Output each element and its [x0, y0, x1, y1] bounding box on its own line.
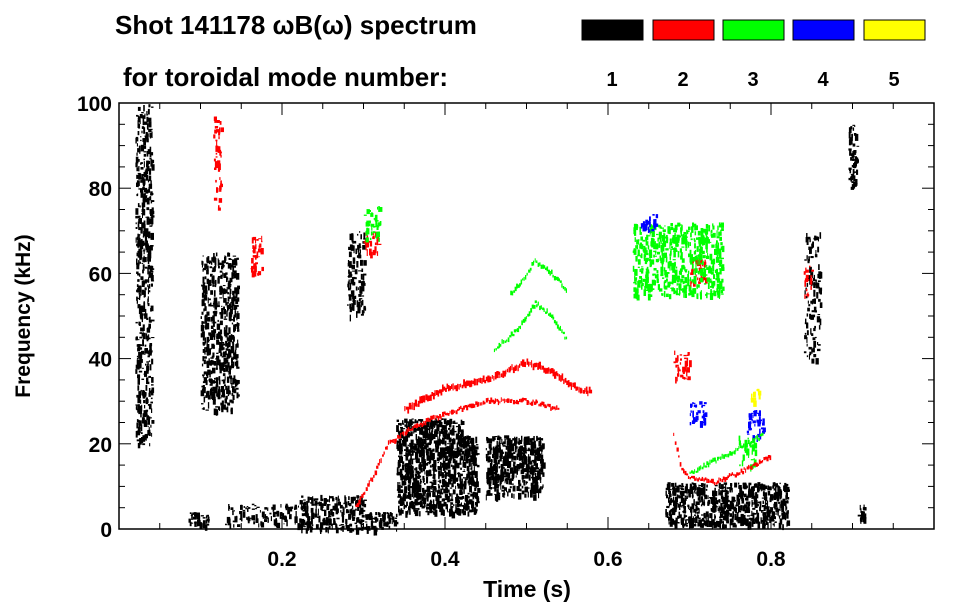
mode-1-region — [200, 252, 240, 416]
mode-3-region — [363, 206, 383, 243]
spectrum-marks — [135, 104, 867, 536]
mode-4-region — [689, 401, 708, 428]
mode-1-region — [188, 512, 210, 531]
legend-label-4: 4 — [817, 69, 829, 91]
mode-1-region — [135, 104, 155, 449]
mode-1-region — [857, 504, 867, 524]
mode-4-region — [746, 410, 766, 442]
legend-label-5: 5 — [888, 69, 899, 91]
mode-1-region — [848, 124, 860, 190]
mode-1-region — [803, 232, 823, 365]
mode-2-track — [355, 397, 560, 508]
legend-swatch-2 — [652, 19, 715, 41]
y-axis-label: Frequency (kHz) — [12, 234, 35, 397]
mode-3-track — [689, 432, 764, 474]
plot-frame — [118, 102, 935, 530]
x-tick-label: 0.4 — [430, 548, 460, 571]
y-tick-label: 20 — [89, 434, 112, 457]
x-tick-label: 0.6 — [593, 548, 622, 571]
legend-swatch-3 — [722, 19, 785, 41]
y-tick-label: 40 — [89, 349, 112, 372]
mode-1-region — [485, 435, 546, 502]
mode-2-region — [250, 235, 264, 278]
legend-label-1: 1 — [606, 69, 617, 91]
legend-swatch-5 — [863, 19, 926, 41]
mode-3-track — [493, 300, 568, 353]
mode-1-region — [396, 418, 465, 519]
chart-subtitle: for toroidal mode number: — [123, 62, 448, 92]
x-axis-label: Time (s) — [483, 576, 571, 602]
legend-swatch-4 — [792, 19, 855, 41]
legend-label-3: 3 — [747, 69, 758, 91]
mode-2-track — [404, 358, 593, 414]
y-tick-label: 0 — [100, 519, 112, 542]
legend-swatch-1 — [581, 19, 644, 41]
x-tick-label: 0.2 — [267, 548, 296, 571]
legend-label-2: 2 — [677, 69, 688, 91]
mode-2-region — [213, 116, 224, 211]
mode-3-region — [632, 222, 725, 301]
chart-title: Shot 141178 ωB(ω) spectrum — [115, 10, 477, 40]
mode-1-region — [364, 512, 399, 536]
axis-ticks: 0.2 0.4 0.6 0.8 0 20 40 60 80 100 — [77, 93, 934, 571]
mode-2-region — [673, 350, 692, 384]
legend: 1 2 3 4 5 — [581, 19, 926, 91]
mode-4-region — [640, 214, 659, 233]
mode-1-region — [461, 435, 481, 517]
mode-3-track — [510, 258, 567, 296]
mode-2-track — [673, 432, 772, 486]
mode-1-region — [347, 231, 367, 322]
y-tick-label: 100 — [77, 93, 112, 116]
x-tick-label: 0.8 — [756, 548, 786, 571]
mode-5-region — [750, 388, 762, 407]
mode-1-region — [225, 503, 301, 531]
y-tick-label: 80 — [89, 178, 112, 201]
mode-2-region — [803, 265, 814, 299]
mode-1-region — [665, 482, 791, 531]
y-tick-label: 60 — [89, 263, 112, 286]
